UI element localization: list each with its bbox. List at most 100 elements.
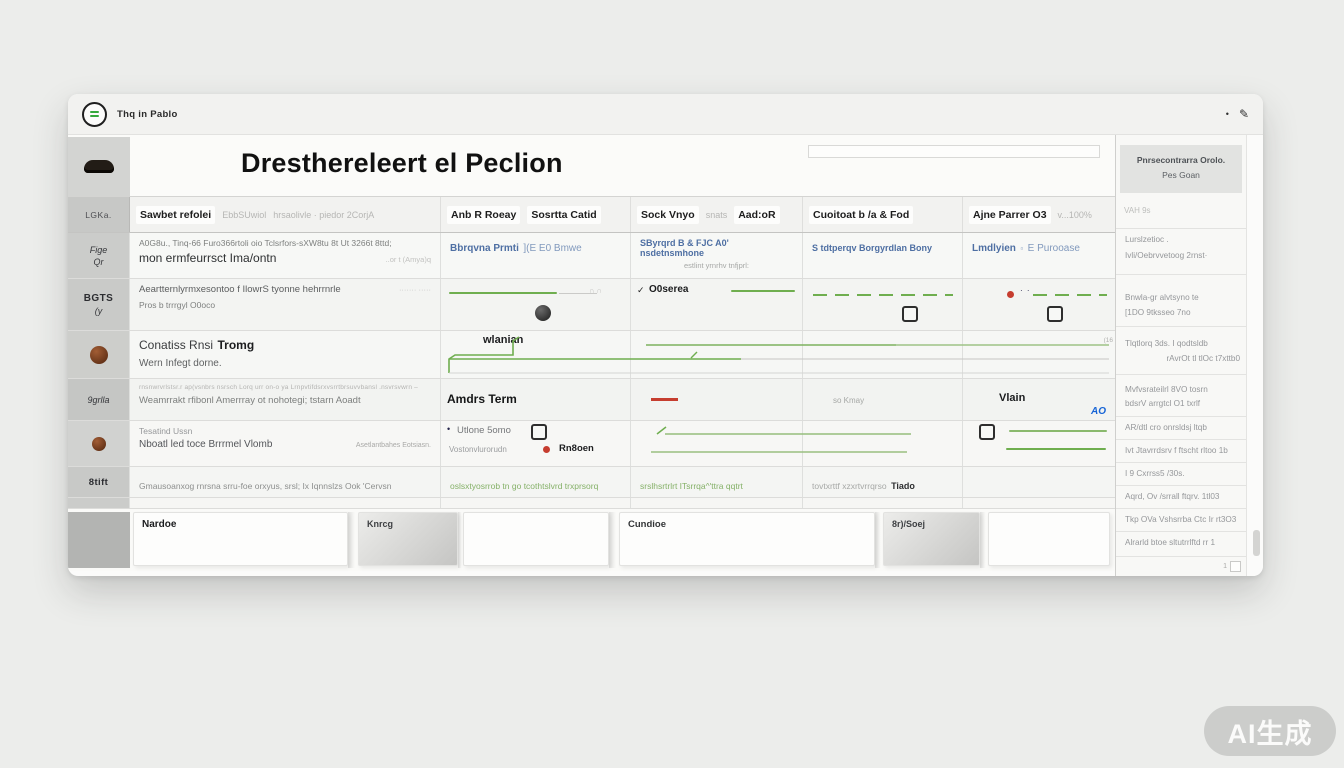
sidebar-entry-line: bdsrV arrgtcl O1 txrlf (1125, 399, 1201, 408)
table-row[interactable]: Tesatind Ussn Nboatl led toce Brrrmel Vl… (68, 421, 1115, 467)
app-logo-icon[interactable] (82, 101, 107, 127)
row-cell (963, 498, 1113, 508)
gantt-lines (441, 331, 1113, 379)
app-window: Thq in Pablo • ✎ Dresthereleert el Pecli… (68, 94, 1263, 576)
row-cell (130, 498, 441, 508)
column-header-4[interactable]: Cuoitoat b /a & Fod (803, 197, 963, 232)
card[interactable]: Knrcg (358, 512, 458, 566)
row-cell (631, 379, 803, 420)
sidebar-entry[interactable]: Tlqtlorq 3ds. I qodtsldb rAvrOt tl tlOc … (1116, 327, 1246, 375)
card[interactable]: Cundioe (619, 512, 875, 566)
table-row[interactable]: Fige Qr A0G8u., Tinq-66 Furo366rtoli oio… (68, 233, 1115, 279)
red-bar (651, 398, 678, 401)
row-text: Weamrrakt rfibonl Amerrray ot nohotegi; … (139, 395, 361, 406)
column-header-5[interactable]: Ajne Parrer O3 v...100% (963, 197, 1113, 232)
card[interactable]: Nardoe (133, 512, 348, 566)
row-cell: oslsxtyosrrob tn go tcothtslvrd trxprsor… (441, 467, 631, 497)
card[interactable] (988, 512, 1110, 566)
link-text[interactable]: SByrqrd B & FJC A0' nsdetnsmhone (640, 238, 729, 258)
row-text-bold: Amdrs Term (447, 392, 517, 406)
avatar[interactable] (535, 305, 551, 321)
card[interactable]: 8r)/Soej (883, 512, 980, 566)
progress-line (1009, 430, 1107, 432)
card[interactable] (463, 512, 609, 566)
sidebar-entry[interactable]: Aqrd, Ov /srrall ftqrv. 1tl03 (1116, 486, 1246, 509)
row-text: Tesatind Ussn (139, 426, 193, 436)
row-label-cell (68, 421, 130, 466)
avatar[interactable] (89, 345, 108, 364)
link-text[interactable]: E Purooase (1027, 243, 1080, 254)
page-number: 1 (1223, 563, 1227, 570)
row-text: Utlone 5omo (457, 425, 511, 436)
search-input[interactable] (808, 145, 1100, 158)
column-header-main[interactable]: Sawbet refolei EbbSUwiol hrsaolivle · pi… (130, 197, 441, 232)
card-gap (609, 512, 619, 568)
titlebar: Thq in Pablo • ✎ (68, 94, 1263, 135)
avatar[interactable] (91, 436, 106, 451)
sidebar-entry[interactable]: Lurslzetioc . Ivli/Oebrvvetoog 2rnst· (1116, 229, 1246, 275)
header-logo-cell (68, 137, 130, 196)
table-row-empty (68, 498, 1115, 509)
checkbox[interactable] (531, 424, 547, 440)
badge-blue[interactable]: AO (1091, 406, 1106, 417)
link-text[interactable]: Lmdlyien (972, 243, 1016, 254)
sidebar-header-line1: Pnrsecontrarra Orolo. (1136, 155, 1226, 165)
column-header-2[interactable]: Anb R Roeay Sosrtta Catid (441, 197, 631, 232)
sidebar-entry[interactable]: Ivt Jtavrrdsrv f ftscht rltoo 1b (1116, 440, 1246, 463)
checkbox[interactable] (1047, 306, 1063, 322)
link-text[interactable]: S tdtperqv Borgyrdlan Bony (812, 243, 933, 253)
check-icon: ✓ (637, 285, 645, 295)
row-cell: ✓ O0serea (631, 279, 803, 330)
row-text: Aeartternlyrmxesontoo f IlowrS tyonne he… (139, 284, 341, 295)
row-main-cell: Aeartternlyrmxesontoo f IlowrS tyonne he… (130, 279, 441, 330)
bullet-icon: • (447, 424, 451, 434)
table-row[interactable]: Conatiss Rnsi Tromg Wern Infegt dorne. w… (68, 331, 1115, 379)
sidebar-entry[interactable]: Alrarld btoe sltutrrlftd rr 1 (1116, 532, 1246, 557)
row-text-tiny: rnsnwrvrlstsr.r ap(vsnbrs nsrsch Lorq ur… (139, 384, 418, 391)
row-cell: S tdtperqv Borgyrdlan Bony (803, 233, 963, 278)
sidebar-entry[interactable]: Bnwla-gr alvtsyno te [1DO 9tksseo 7no (1116, 275, 1246, 327)
page-box-icon[interactable] (1230, 561, 1241, 572)
row-glyph: Fige (89, 244, 108, 255)
sidebar-entry-line: rAvrOt tl tlOc t7xttb0 (1166, 354, 1240, 363)
progress-lines (631, 421, 963, 467)
row-text-faint: Asetlantbahes Eotsiasn. (355, 442, 431, 449)
table-row[interactable]: BGTS (y Aeartternlyrmxesontoo f IlowrS t… (68, 279, 1115, 331)
column-header-3[interactable]: Sock Vnyo snats Aad:oR (631, 197, 803, 232)
dot-icon[interactable]: • (1225, 108, 1229, 119)
row-text: Gmausoanxog rnrsna srru-foe orxyus, srsl… (139, 481, 392, 491)
link-text[interactable]: Bbrqvna Prmti (450, 243, 519, 254)
sidebar-entry-line: Aqrd, Ov /srrall ftqrv. 1tl03 (1125, 492, 1220, 501)
column-header-row: LGKa. Sawbet refolei EbbSUwiol hrsaolivl… (68, 197, 1115, 233)
sidebar-entry-line: Alrarld btoe sltutrrlftd rr 1 (1125, 538, 1216, 547)
row-cell: srslhsrtrlrt ITsrrqa^'ttra qqtrt (631, 467, 803, 497)
table-row[interactable]: 9grlla rnsnwrvrlstsr.r ap(vsnbrs nsrsch … (68, 379, 1115, 421)
pen-icon[interactable]: ✎ (1238, 107, 1249, 121)
progress-line (731, 290, 795, 292)
checkbox[interactable] (979, 424, 995, 440)
row-text-faint: tovtxrttf xzxrtvrrqrso (812, 481, 887, 491)
sidebar-entry[interactable]: I 9 Cxrrss5 /30s. (1116, 463, 1246, 486)
sidebar-entry-line: AR/dtl cro onrsldsj ltqb (1125, 423, 1207, 432)
dot-marks: · · (1020, 286, 1031, 295)
row-cell (963, 421, 1113, 466)
scrollbar-track[interactable] (1246, 135, 1263, 576)
sidebar-entry[interactable]: Mvfvsrateilrl 8VO tosrn bdsrV arrgtcl O1… (1116, 375, 1246, 417)
main-area: Dresthereleert el Peclion LGKa. Sawbet r… (68, 135, 1115, 576)
checkbox[interactable] (902, 306, 918, 322)
scrollbar-thumb[interactable] (1253, 530, 1260, 556)
row-text-faint: ······· ····· (398, 285, 431, 294)
cards-strip: Nardoe Knrcg Cundioe 8r)/Soej (68, 509, 1115, 571)
table-row[interactable]: 8tift Gmausoanxog rnrsna srru-foe orxyus… (68, 467, 1115, 498)
sidebar-entry[interactable]: AR/dtl cro onrsldsj ltqb (1116, 417, 1246, 440)
row-label-cell: BGTS (y (68, 279, 130, 330)
hat-icon (84, 160, 114, 173)
link-text[interactable]: ](E E0 Bmwe (523, 243, 582, 254)
row-cell (803, 279, 963, 330)
sidebar-entry[interactable]: Tkp OVa Vshsrrba Ctc Ir rt3O3 (1116, 509, 1246, 532)
row-text-green: srslhsrtrlrt ITsrrqa^'ttra qqtrt (640, 481, 743, 491)
card-gap (980, 512, 988, 568)
sidebar-footer: 1 (1116, 557, 1246, 576)
status-text: O0serea (649, 284, 689, 295)
row-cell (803, 331, 963, 378)
